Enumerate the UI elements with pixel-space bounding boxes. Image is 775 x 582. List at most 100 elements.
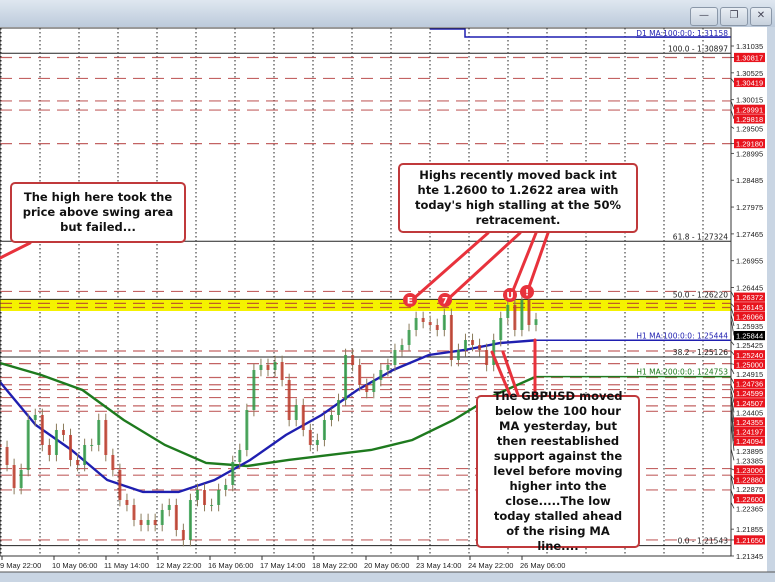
candle-body [238, 449, 242, 462]
current-price-tag [734, 330, 765, 341]
bottom-frame [0, 572, 775, 582]
level-tag [734, 52, 765, 63]
label-leader [730, 303, 735, 308]
level-tag [734, 104, 765, 114]
candle-body [379, 369, 383, 380]
candle-body [61, 429, 65, 435]
fib-label: 0.0 - 1.21543 [678, 537, 729, 546]
candle-body [231, 461, 235, 485]
level-tag-label: 1.24355 [736, 418, 763, 427]
y-tick-label: 1.23895 [736, 447, 763, 456]
level-tag [734, 378, 765, 389]
level-tag-label: 1.30817 [736, 53, 763, 62]
level-tag [734, 474, 765, 485]
y-tick [730, 475, 735, 490]
ma100-label: H1 MA:100:0:0: 1.25444 [636, 331, 728, 340]
candle-body [435, 324, 439, 330]
candle-body [217, 489, 221, 505]
candle-body [47, 444, 51, 455]
level-tag [734, 114, 765, 124]
candle-body [485, 349, 489, 365]
x-tick-label: 9 May 22:00 [0, 561, 41, 570]
candle-body [442, 314, 446, 330]
marker-label: ! [525, 289, 529, 299]
candle-body [174, 504, 178, 530]
ma200-line [0, 361, 537, 468]
label-leader [730, 405, 735, 432]
candle-body [132, 504, 136, 520]
y-tick-label: 1.25935 [736, 322, 763, 331]
label-leader [730, 100, 735, 110]
x-tick-label: 20 May 06:00 [364, 561, 409, 570]
marker-circle [520, 285, 534, 299]
candle-body [456, 349, 460, 360]
x-tick-label: 26 May 06:00 [520, 561, 565, 570]
x-tick-label: 11 May 14:00 [104, 561, 149, 570]
label-leader [730, 468, 735, 471]
moving-averages: D1 MA:100:0:0: 1.31158 H1 MA:100:0:0: 1.2… [0, 28, 731, 494]
label-leader [730, 389, 735, 403]
candle-body [414, 317, 418, 330]
candle-body [181, 529, 185, 540]
label-leader [730, 377, 735, 384]
label-leader [730, 397, 735, 423]
candle-body [520, 299, 524, 330]
fib-label: 38.2 - 1.25126 [673, 348, 728, 357]
candle-body [19, 469, 23, 488]
y-tick-label: 1.24915 [736, 370, 763, 379]
candle-body [287, 379, 291, 420]
candle-body [301, 404, 305, 430]
label-leader [730, 78, 735, 83]
level-tag-label: 1.25000 [736, 360, 763, 369]
y-tick [730, 341, 735, 346]
candle-body [534, 319, 538, 325]
candle-body [54, 429, 58, 455]
annotation-arrow [490, 350, 512, 397]
candle-body [0, 444, 2, 447]
label-leader [730, 109, 735, 120]
candle-body [351, 354, 355, 365]
note-left: The high here took the price above swing… [10, 182, 186, 243]
label-leader [730, 363, 735, 365]
candle-body [125, 499, 129, 505]
label-leader [730, 489, 735, 499]
candle-body [83, 444, 87, 465]
candle-body [139, 519, 143, 525]
candle-body [76, 459, 80, 465]
candle-body [294, 404, 298, 420]
y-tick-label: 1.25425 [736, 341, 763, 350]
note-bottom: The GBPUSD moved below the 100 hour MA y… [476, 389, 640, 553]
candle-body [259, 364, 263, 370]
restore-button[interactable]: ❐ [720, 7, 748, 26]
close-button[interactable]: ✕ [750, 7, 772, 26]
annotation-arrow [445, 231, 522, 302]
level-tag-label: 1.30419 [736, 78, 763, 87]
candle-body [506, 304, 510, 318]
level-tag-label: 1.29818 [736, 115, 763, 124]
y-tick-label: 1.24405 [736, 408, 763, 417]
y-tick [730, 421, 735, 451]
candle-body [146, 519, 150, 525]
annotation-arrow [410, 231, 490, 302]
y-tick-label: 1.26955 [736, 257, 763, 266]
candle-body [358, 364, 362, 385]
candle-body [407, 329, 411, 345]
minimize-button[interactable]: — [690, 7, 718, 26]
note-top: Highs recently moved back int hte 1.2600… [398, 163, 638, 233]
candle-body [195, 489, 199, 500]
y-tick-label: 1.30015 [736, 96, 763, 105]
level-tag-label: 1.26372 [736, 293, 763, 302]
candle-body [344, 354, 348, 400]
candle-body [167, 504, 171, 510]
level-tag [734, 465, 765, 475]
y-tick-label: 1.22365 [736, 504, 763, 513]
label-leader [730, 307, 735, 317]
level-tag-label: 1.21650 [736, 536, 763, 545]
level-tag-label: 1.24736 [736, 380, 763, 389]
candle-body [203, 489, 207, 505]
label-leader [730, 411, 735, 442]
marker-label: U [506, 292, 513, 302]
y-tick-label: 1.21855 [736, 525, 763, 534]
y-tick-label: 1.26445 [736, 284, 763, 293]
